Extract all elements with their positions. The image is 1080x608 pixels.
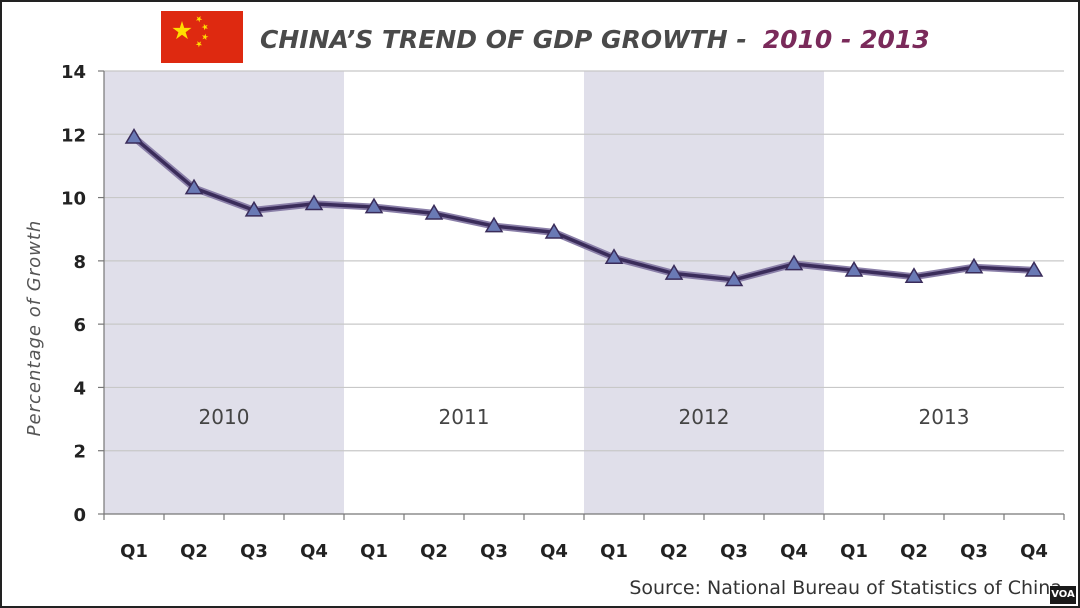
- data-point: [244, 200, 264, 217]
- x-tick-label: Q3: [480, 541, 508, 562]
- data-point: [544, 222, 564, 239]
- y-tick-label: 6: [73, 315, 86, 336]
- y-axis-label: Percentage of Growth: [24, 220, 45, 437]
- x-tick-label: Q3: [240, 541, 268, 562]
- x-tick-label: Q3: [720, 541, 748, 562]
- data-point: [844, 260, 864, 277]
- y-tick-label: 4: [73, 378, 86, 399]
- chart-title-years: 2010 - 2013: [763, 25, 930, 54]
- y-tick-label: 12: [61, 125, 86, 146]
- x-tick-label: Q4: [300, 541, 328, 562]
- year-band-2012: [584, 71, 824, 514]
- y-tick-label: 2: [73, 442, 86, 463]
- y-tick-label: 8: [73, 252, 86, 273]
- series-line: [132, 136, 1035, 282]
- x-tick-label: Q2: [900, 541, 928, 562]
- data-point: [784, 254, 804, 271]
- y-tick-label: 10: [61, 189, 86, 210]
- data-point: [124, 127, 144, 144]
- data-point: [964, 257, 984, 274]
- chart-title: CHINA’S TREND OF GDP GROWTH -2010 - 2013: [260, 25, 930, 54]
- data-point: [424, 203, 444, 220]
- y-tick-label: 14: [61, 62, 86, 83]
- data-point: [904, 267, 924, 284]
- source-note: Source: National Bureau of Statistics of…: [629, 577, 1062, 599]
- data-point: [1024, 260, 1044, 277]
- y-tick-label: 0: [73, 505, 86, 526]
- data-point: [184, 178, 204, 195]
- year-band-2010: [104, 71, 344, 514]
- year-label: 2010: [199, 405, 250, 429]
- data-point: [364, 197, 384, 214]
- x-tick-label: Q2: [180, 541, 208, 562]
- x-tick-label: Q1: [600, 541, 628, 562]
- x-tick-label: Q1: [840, 541, 868, 562]
- year-label: 2011: [439, 405, 490, 429]
- year-label: 2012: [679, 405, 730, 429]
- data-point: [484, 216, 504, 233]
- data-point: [604, 248, 624, 265]
- voa-badge: VOA: [1050, 586, 1076, 604]
- x-tick-label: Q2: [420, 541, 448, 562]
- data-point: [304, 194, 324, 211]
- china-flag-icon: [161, 11, 243, 63]
- x-tick-label: Q3: [960, 541, 988, 562]
- year-label: 2013: [919, 405, 970, 429]
- x-tick-label: Q2: [660, 541, 688, 562]
- x-tick-label: Q1: [360, 541, 388, 562]
- x-tick-label: Q4: [540, 541, 568, 562]
- data-point: [664, 264, 684, 280]
- x-tick-label: Q4: [780, 541, 808, 562]
- x-tick-label: Q4: [1020, 541, 1048, 562]
- x-tick-label: Q1: [120, 541, 148, 562]
- data-point: [724, 270, 744, 287]
